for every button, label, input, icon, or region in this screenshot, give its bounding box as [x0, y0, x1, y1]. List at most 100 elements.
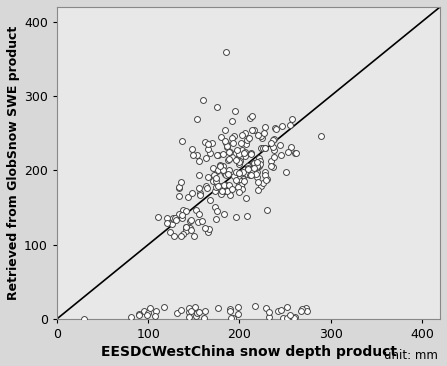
- Point: [223, 183, 230, 188]
- Point: [144, 310, 152, 316]
- Point: [248, 150, 255, 156]
- Point: [190, 233, 198, 239]
- Point: [205, 141, 212, 147]
- Point: [192, 304, 199, 310]
- Point: [164, 220, 171, 225]
- Point: [235, 151, 242, 157]
- Point: [245, 165, 252, 171]
- Point: [236, 161, 243, 167]
- Point: [152, 308, 159, 314]
- Point: [220, 169, 227, 175]
- Point: [154, 214, 161, 220]
- Point: [253, 174, 261, 180]
- Point: [235, 311, 242, 317]
- Point: [179, 232, 186, 238]
- Point: [186, 225, 194, 231]
- Point: [195, 211, 202, 217]
- Point: [218, 134, 225, 140]
- Point: [254, 160, 261, 165]
- Point: [229, 135, 236, 141]
- Point: [270, 154, 277, 160]
- Point: [196, 158, 203, 164]
- Point: [219, 188, 226, 194]
- Point: [178, 216, 186, 221]
- Point: [226, 167, 233, 173]
- Point: [186, 305, 193, 311]
- Point: [254, 163, 261, 169]
- Point: [265, 309, 272, 315]
- Point: [164, 214, 171, 220]
- Y-axis label: Retrieved from GlobSnow SWE product: Retrieved from GlobSnow SWE product: [7, 26, 20, 300]
- Point: [233, 214, 240, 220]
- Point: [209, 140, 216, 146]
- Point: [197, 190, 204, 195]
- Point: [127, 314, 135, 320]
- Point: [239, 147, 246, 153]
- Point: [243, 141, 250, 147]
- Point: [211, 204, 218, 210]
- Point: [192, 313, 199, 319]
- Point: [221, 182, 228, 187]
- Point: [278, 152, 285, 158]
- Point: [190, 152, 197, 158]
- Point: [202, 155, 210, 161]
- Point: [270, 164, 277, 169]
- Point: [234, 304, 241, 310]
- Point: [201, 225, 208, 231]
- Point: [303, 305, 310, 311]
- Point: [228, 186, 235, 192]
- Point: [229, 315, 236, 321]
- Point: [226, 192, 233, 198]
- Point: [236, 170, 243, 176]
- Point: [212, 178, 219, 184]
- Point: [253, 159, 260, 165]
- Point: [249, 128, 256, 134]
- Point: [177, 179, 184, 185]
- Point: [245, 135, 253, 141]
- Point: [219, 163, 226, 169]
- Point: [195, 220, 202, 225]
- Point: [217, 191, 224, 197]
- Point: [253, 164, 260, 170]
- Point: [135, 312, 143, 318]
- Point: [257, 133, 265, 139]
- Point: [170, 216, 177, 222]
- Point: [257, 145, 265, 150]
- Point: [217, 163, 224, 169]
- Point: [289, 116, 296, 122]
- Point: [183, 224, 190, 230]
- Point: [285, 149, 292, 155]
- Point: [239, 132, 246, 138]
- Point: [216, 163, 224, 168]
- Point: [176, 184, 183, 190]
- Point: [286, 123, 293, 128]
- Point: [222, 138, 229, 144]
- Point: [192, 208, 199, 213]
- Point: [219, 167, 226, 173]
- Point: [233, 178, 240, 183]
- Point: [173, 217, 180, 223]
- Point: [252, 303, 259, 309]
- Text: unit: mm: unit: mm: [384, 349, 438, 362]
- Point: [254, 187, 261, 193]
- Point: [248, 151, 255, 157]
- Point: [244, 213, 251, 219]
- Point: [202, 308, 209, 314]
- Point: [252, 171, 259, 177]
- Point: [167, 229, 174, 235]
- Point: [177, 233, 184, 239]
- Point: [231, 173, 238, 179]
- Point: [304, 308, 311, 314]
- Point: [247, 172, 254, 178]
- Point: [260, 180, 267, 186]
- Point: [236, 158, 244, 164]
- Point: [186, 218, 193, 224]
- Point: [293, 150, 300, 156]
- Point: [140, 308, 148, 314]
- Point: [248, 165, 255, 171]
- Point: [267, 139, 274, 145]
- Point: [266, 314, 273, 320]
- Point: [243, 137, 250, 143]
- Point: [224, 171, 232, 177]
- Point: [216, 163, 223, 169]
